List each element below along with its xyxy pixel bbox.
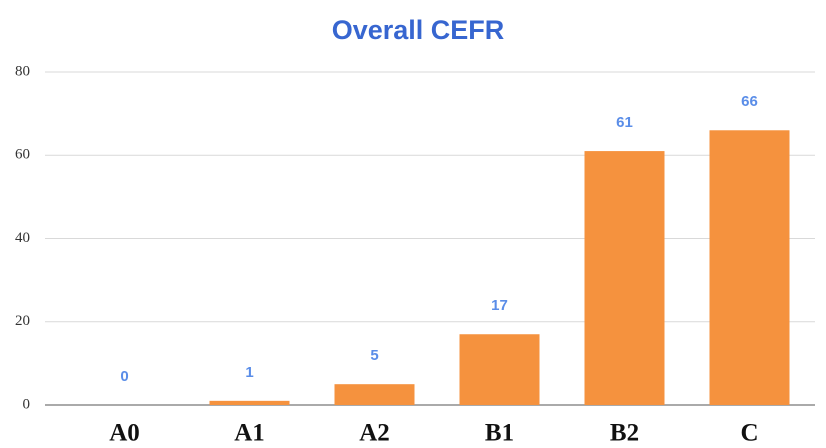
x-tick-label: C (740, 420, 758, 447)
data-label: 61 (616, 114, 633, 131)
x-tick-label: A1 (234, 420, 265, 447)
x-tick-label: A2 (359, 420, 390, 447)
bar (209, 400, 290, 405)
y-tick-label: 20 (15, 313, 30, 329)
y-tick-label: 40 (15, 230, 30, 246)
bar (459, 334, 540, 405)
data-label: 17 (491, 297, 508, 314)
x-tick-label: A0 (109, 420, 140, 447)
bar (584, 151, 665, 405)
data-label: 0 (120, 368, 128, 385)
x-tick-label: B2 (610, 420, 639, 447)
bar (334, 384, 415, 405)
bar (709, 130, 790, 405)
data-label: 66 (741, 93, 758, 110)
x-tick-label: B1 (485, 420, 514, 447)
y-tick-label: 80 (15, 63, 30, 79)
chart-title: Overall CEFR (332, 15, 505, 45)
data-label: 1 (245, 364, 253, 381)
y-tick-label: 60 (15, 147, 30, 163)
data-label: 5 (370, 347, 378, 364)
y-tick-label: 0 (23, 396, 31, 412)
